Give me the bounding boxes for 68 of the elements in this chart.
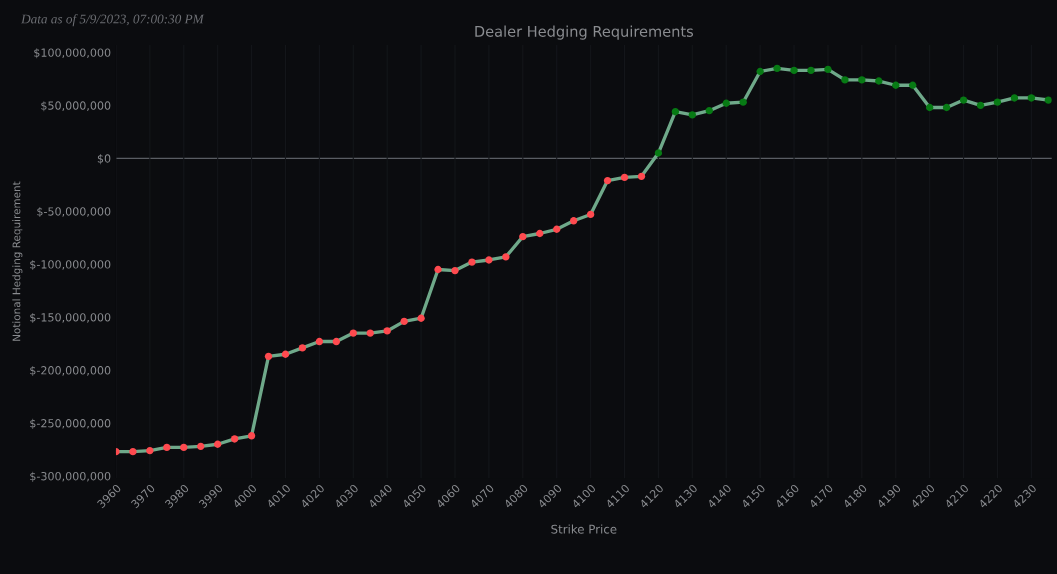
point — [807, 66, 815, 75]
point — [909, 81, 917, 89]
y-tick-label: $100,000,000 — [34, 48, 111, 59]
point — [553, 225, 561, 233]
point — [993, 98, 1002, 106]
point — [129, 447, 137, 456]
point — [892, 81, 900, 89]
point — [841, 76, 849, 84]
y-tick-label: $-100,000,000 — [30, 260, 111, 271]
point — [942, 103, 951, 112]
point — [824, 65, 832, 74]
point — [230, 435, 239, 443]
y-tick-label: $-50,000,000 — [37, 207, 111, 218]
x-axis-title: Strike Price — [551, 524, 617, 534]
point — [180, 443, 188, 452]
point — [197, 442, 205, 451]
point — [146, 446, 154, 455]
point — [163, 443, 171, 452]
point — [264, 352, 273, 361]
y-tick-label: $-250,000,000 — [30, 418, 111, 429]
point — [366, 329, 374, 337]
point — [620, 173, 629, 182]
point — [569, 217, 578, 225]
point — [332, 337, 341, 346]
point — [468, 258, 476, 266]
point — [434, 265, 442, 274]
point — [1027, 94, 1036, 102]
point — [1044, 96, 1052, 104]
point — [213, 440, 222, 448]
point — [756, 67, 764, 76]
point — [739, 98, 747, 106]
y-tick-label: $-150,000,000 — [30, 312, 111, 324]
point — [349, 329, 357, 337]
point — [858, 76, 866, 84]
text: Data as of 5/9/2023, 07:00:30 PM — [20, 14, 205, 27]
y-tick-label: $-200,000,000 — [30, 365, 111, 376]
point — [315, 337, 324, 346]
y-tick-label: $-300,000,000 — [30, 471, 111, 482]
point — [485, 256, 493, 264]
point — [875, 77, 883, 85]
point — [976, 101, 985, 110]
point — [637, 172, 646, 180]
point — [451, 266, 459, 275]
y-tick-label: $0 — [97, 154, 111, 165]
point — [536, 229, 544, 238]
point — [688, 111, 696, 119]
point — [417, 314, 425, 322]
point — [502, 253, 510, 261]
point — [705, 106, 713, 115]
point — [247, 432, 256, 440]
point — [959, 96, 968, 104]
chart-title: Dealer Hedging Requirements — [475, 25, 694, 40]
point — [281, 350, 290, 358]
point — [400, 317, 408, 326]
point — [519, 233, 527, 241]
point — [383, 327, 391, 335]
point — [298, 344, 307, 352]
y-tick-label: $50,000,000 — [41, 101, 111, 112]
point — [925, 103, 934, 112]
point — [1010, 94, 1019, 102]
point — [603, 176, 612, 185]
point — [586, 210, 595, 219]
y-axis-title: Notional Hedging Requirement — [12, 181, 23, 341]
point — [790, 66, 798, 75]
point — [654, 149, 663, 157]
point — [671, 108, 680, 116]
point — [773, 64, 781, 72]
point — [722, 99, 730, 107]
